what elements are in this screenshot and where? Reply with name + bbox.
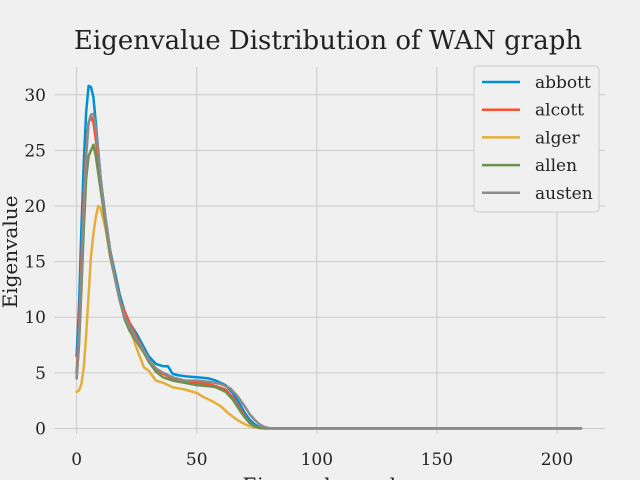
x-tick-label: 0 xyxy=(71,450,82,470)
series-lines xyxy=(75,84,583,430)
legend-label-allen: allen xyxy=(535,156,577,176)
legend-label-alcott: alcott xyxy=(535,101,584,121)
legend-box xyxy=(473,65,600,213)
y-tick-label: 30 xyxy=(24,86,46,106)
series-line-austen xyxy=(75,112,583,430)
y-tick-label: 0 xyxy=(35,419,46,439)
y-tick-label: 25 xyxy=(24,141,46,161)
legend: abbott alcott alger allen austen xyxy=(473,65,600,213)
y-tick-label: 10 xyxy=(24,308,46,328)
series-line-alger xyxy=(75,204,583,430)
x-tick-label: 100 xyxy=(301,450,333,470)
y-tick-label: 20 xyxy=(24,197,46,217)
x-tick-label: 150 xyxy=(421,450,453,470)
legend-label-austen: austen xyxy=(535,184,593,204)
x-tick-label: 200 xyxy=(541,450,573,470)
legend-label-alger: alger xyxy=(535,128,581,148)
y-tick-label: 15 xyxy=(24,253,46,273)
axis-ticks: 0 50 100 150 200 0 5 10 15 20 25 30 xyxy=(24,86,573,470)
chart-title: Eigenvalue Distribution of WAN graph xyxy=(74,26,582,56)
x-axis-label: Eigenvalue order xyxy=(242,473,417,480)
x-tick-label: 50 xyxy=(186,450,208,470)
y-axis-label: Eigenvalue xyxy=(0,196,22,309)
legend-label-abbott: abbott xyxy=(535,73,591,93)
y-tick-label: 5 xyxy=(35,364,46,384)
series-line-abbott xyxy=(75,84,583,430)
